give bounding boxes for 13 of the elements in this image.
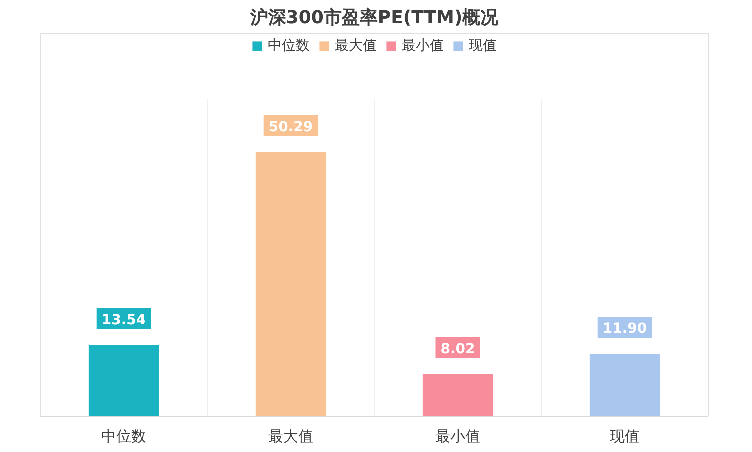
x-tick-label: 最小值 <box>436 428 480 446</box>
data-label: 50.29 <box>268 120 314 136</box>
legend-label: 最大值 <box>335 37 377 55</box>
x-tick-label: 现值 <box>610 428 640 446</box>
data-label: 11.90 <box>602 321 648 338</box>
data-label: 13.54 <box>102 312 146 329</box>
legend-label: 最小值 <box>402 37 444 55</box>
legend-label: 中位数 <box>268 37 310 55</box>
chart-title: 沪深300市盈率PE(TTM)概况 <box>249 8 500 28</box>
data-label: 8.02 <box>440 342 476 358</box>
legend-label: 现值 <box>469 37 497 55</box>
x-tick-label: 最大值 <box>268 428 314 446</box>
x-tick-label: 中位数 <box>102 428 146 446</box>
